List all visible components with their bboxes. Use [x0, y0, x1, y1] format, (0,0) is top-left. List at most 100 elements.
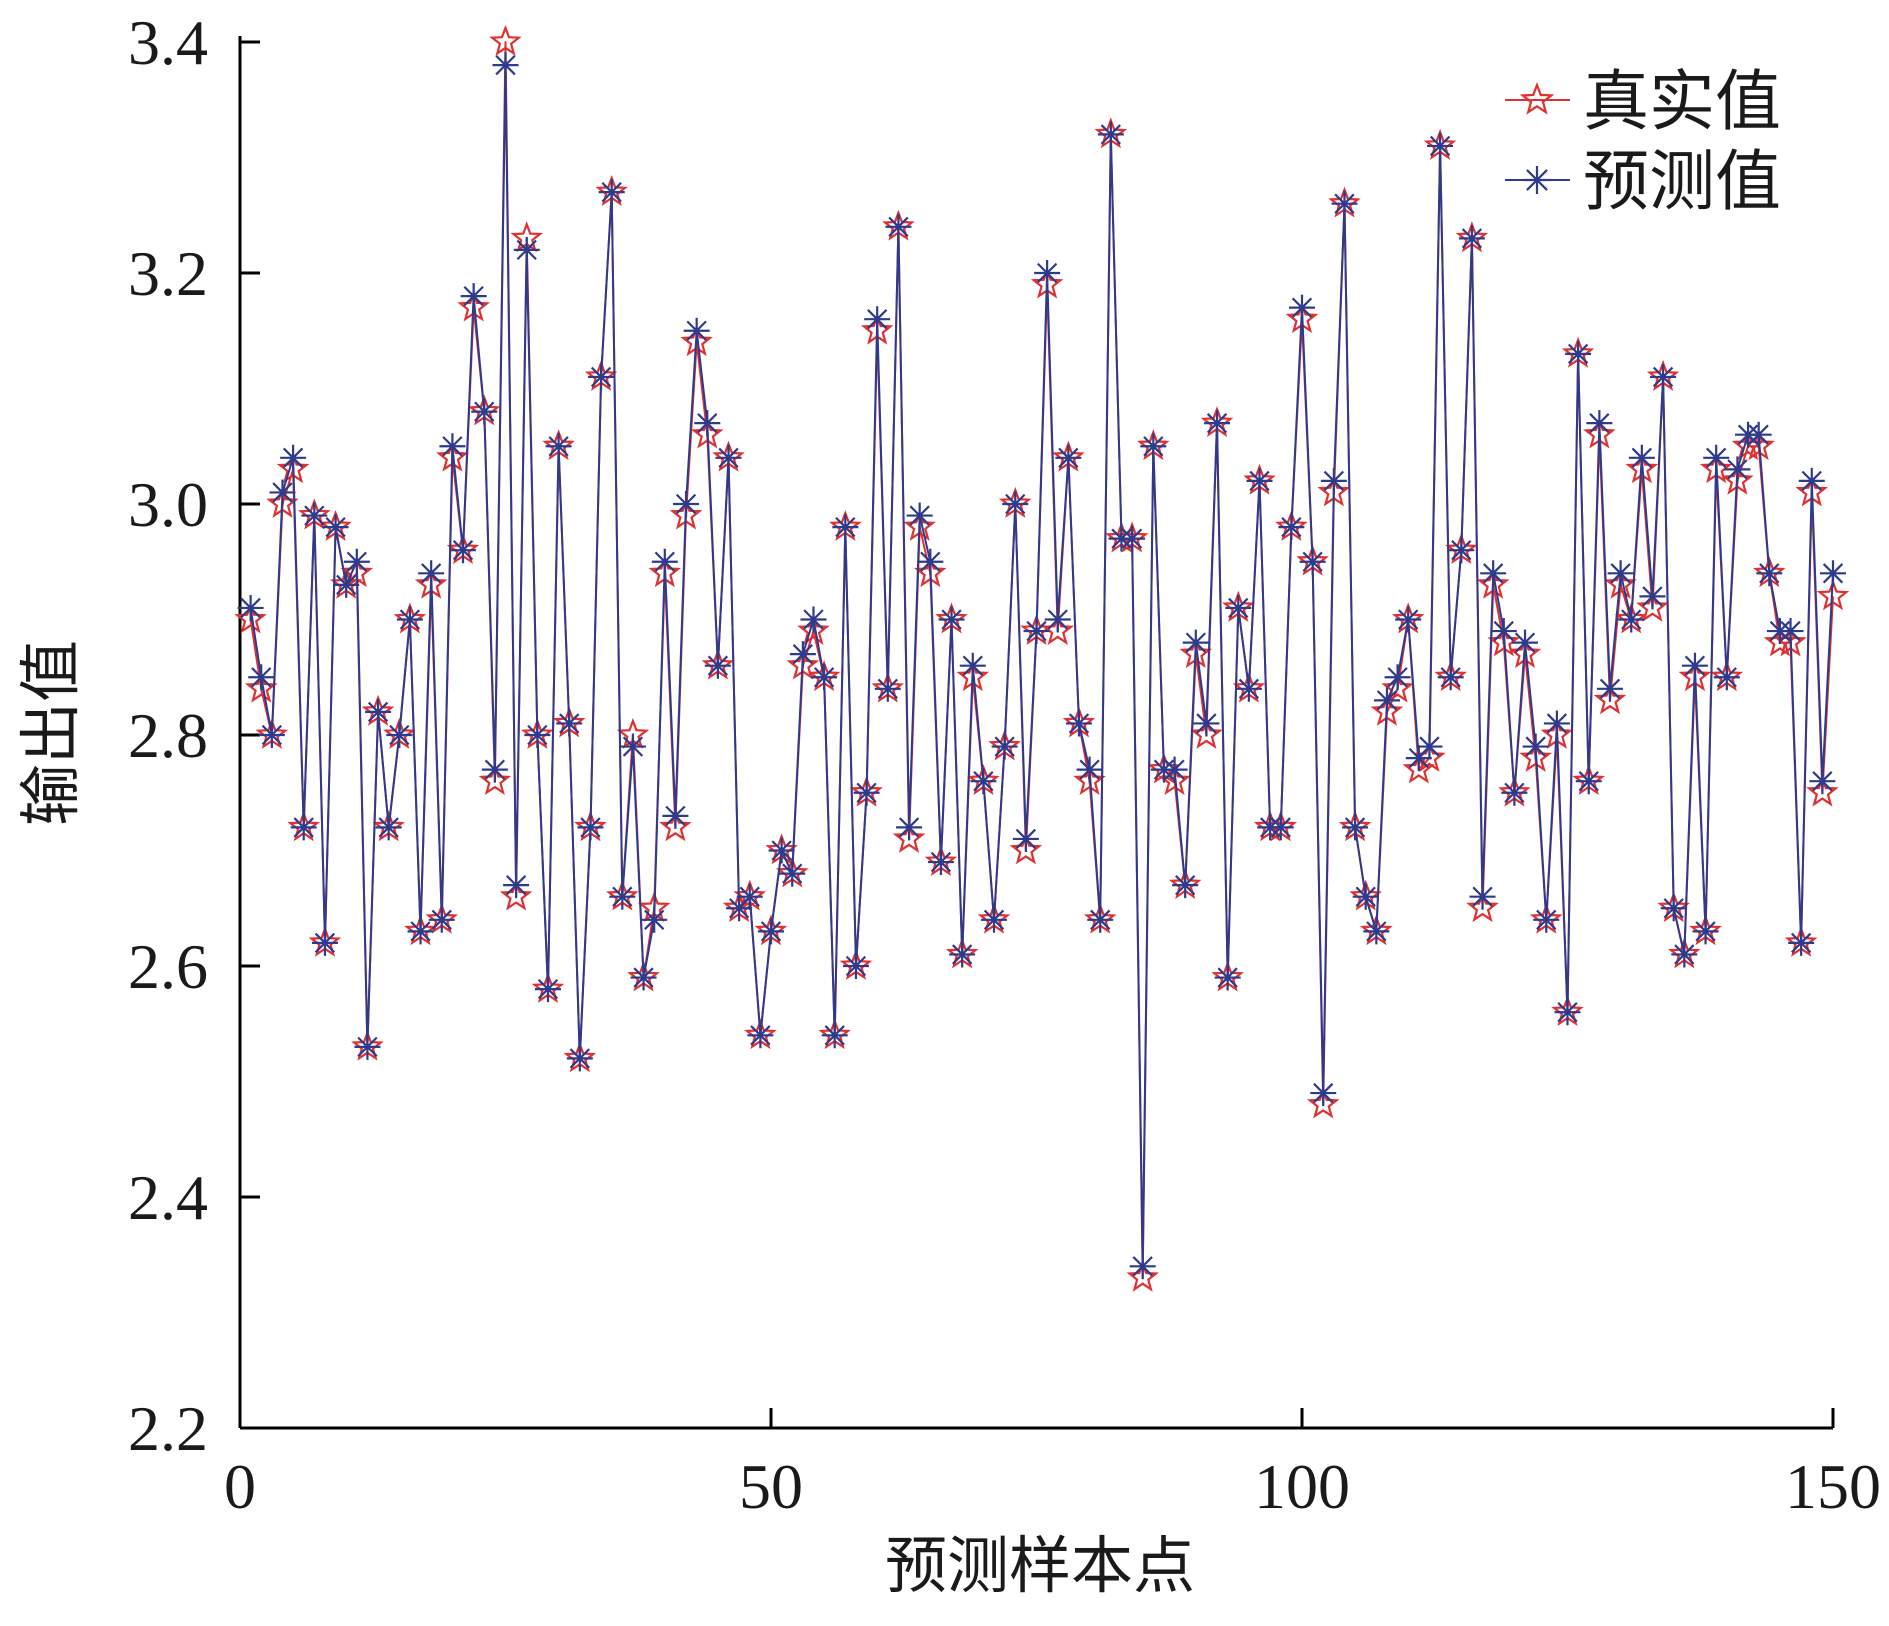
data-point	[1342, 814, 1369, 841]
data-point	[609, 883, 636, 910]
data-point	[726, 895, 753, 922]
data-point	[1512, 629, 1539, 656]
ticks: 2.2 2.4 2.6 2.8 3.0 3.2 3.4 0 50 100 150	[128, 7, 1881, 1522]
data-point	[1384, 664, 1411, 691]
y-tick-label: 3.4	[128, 7, 208, 78]
data-point	[343, 548, 370, 575]
data-point	[673, 491, 700, 517]
series-line	[249, 41, 1834, 1279]
data-point	[927, 849, 954, 876]
data-point	[832, 514, 859, 541]
data-point	[1204, 410, 1231, 437]
data-point	[1639, 583, 1666, 610]
data-point	[1012, 825, 1039, 852]
data-point	[1650, 363, 1677, 390]
data-point	[503, 872, 530, 899]
series-2	[237, 52, 1846, 1280]
x-tick-label: 50	[739, 1451, 803, 1522]
data-point	[301, 502, 328, 529]
data-point	[683, 317, 710, 344]
data-point	[439, 433, 466, 460]
data-point	[1182, 629, 1209, 656]
data-point	[1660, 895, 1687, 922]
data-point	[949, 941, 976, 968]
data-point	[1193, 710, 1220, 737]
data-point	[1267, 814, 1294, 841]
data-point	[1628, 444, 1655, 471]
data-point	[450, 537, 477, 564]
data-point	[1469, 883, 1496, 910]
data-point	[1745, 421, 1772, 448]
data-point	[715, 444, 742, 471]
data-point	[1501, 779, 1528, 806]
data-point	[1416, 733, 1443, 760]
data-point	[821, 1022, 848, 1049]
data-point	[1190, 717, 1223, 749]
data-point	[333, 571, 360, 598]
data-point	[659, 810, 692, 842]
data-point	[1466, 891, 1499, 923]
data-point	[1777, 618, 1804, 645]
data-point	[322, 514, 349, 541]
data-point	[1522, 733, 1549, 760]
data-point	[1681, 652, 1708, 679]
data-point	[1331, 190, 1358, 217]
legend-label: 预测值	[1583, 143, 1781, 220]
data-point	[545, 433, 572, 460]
data-point	[680, 325, 713, 357]
y-tick-label: 2.4	[128, 1162, 208, 1233]
data-point	[1055, 444, 1082, 471]
data-point	[1119, 525, 1146, 552]
data-point	[651, 548, 678, 575]
legend-marker	[1523, 166, 1551, 194]
data-point	[1806, 775, 1839, 807]
data-point	[524, 722, 551, 748]
data-point	[1508, 636, 1542, 669]
data-point	[896, 814, 923, 841]
data-point	[1618, 606, 1645, 633]
data-point	[1713, 664, 1740, 691]
data-point	[460, 283, 487, 310]
data-point	[280, 444, 307, 471]
data-point	[269, 479, 296, 506]
data-point	[1586, 410, 1613, 437]
data-point	[1023, 618, 1050, 645]
data-point	[1395, 606, 1422, 633]
data-point	[1724, 456, 1751, 483]
data-point	[1671, 941, 1698, 968]
data-point	[1161, 756, 1188, 783]
data-point	[1809, 768, 1836, 795]
data-point	[396, 606, 423, 633]
data-point	[1703, 444, 1730, 471]
data-point	[864, 306, 891, 333]
data-point	[853, 779, 880, 806]
data-point	[1009, 833, 1043, 865]
data-point	[1487, 625, 1521, 657]
data-point	[1299, 548, 1326, 575]
data-point	[789, 641, 816, 668]
data-point	[779, 860, 806, 887]
data-point	[375, 814, 402, 841]
data-point	[1788, 929, 1815, 956]
data-point	[938, 606, 965, 633]
data-point	[534, 976, 561, 1003]
data-point	[1448, 537, 1475, 564]
data-point	[1097, 121, 1124, 148]
data-point	[970, 768, 997, 795]
data-point	[630, 964, 657, 991]
data-point	[811, 664, 838, 691]
data-point	[981, 906, 1008, 933]
data-point	[418, 560, 445, 587]
data-point	[1543, 710, 1570, 737]
data-point	[248, 664, 275, 691]
data-point	[1306, 1087, 1340, 1119]
data-point	[1596, 675, 1623, 702]
data-point	[244, 671, 278, 703]
data-point	[1352, 883, 1379, 910]
data-point	[365, 698, 392, 725]
data-point	[577, 814, 604, 841]
data-point	[1087, 906, 1114, 933]
data-point	[1554, 999, 1581, 1026]
data-point	[1565, 340, 1592, 367]
data-point	[311, 929, 338, 956]
